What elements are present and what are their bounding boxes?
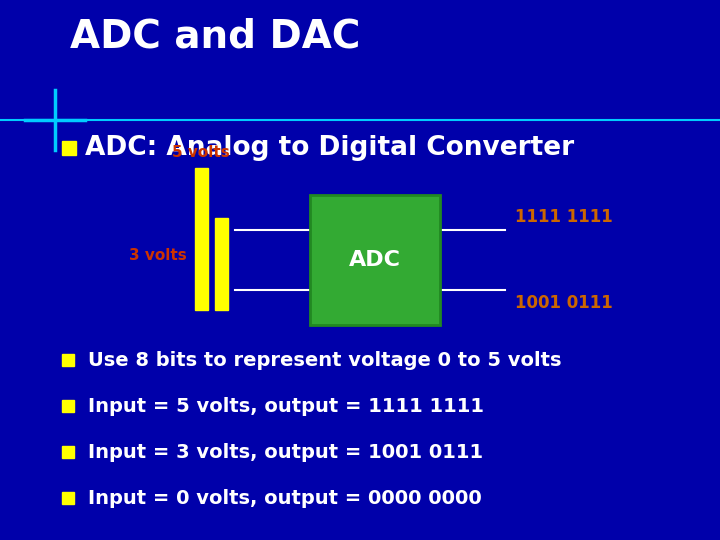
Text: ADC and DAC: ADC and DAC — [70, 18, 361, 56]
Text: Use 8 bits to represent voltage 0 to 5 volts: Use 8 bits to represent voltage 0 to 5 v… — [88, 350, 562, 369]
Bar — [62, 141, 76, 155]
Text: 5 volts: 5 volts — [172, 145, 230, 160]
Bar — [310, 195, 440, 325]
Text: 1111 1111: 1111 1111 — [515, 208, 613, 226]
Bar — [62, 354, 74, 366]
Text: Input = 3 volts, output = 1001 0111: Input = 3 volts, output = 1001 0111 — [88, 442, 483, 462]
Bar — [62, 400, 74, 412]
Text: Input = 0 volts, output = 0000 0000: Input = 0 volts, output = 0000 0000 — [88, 489, 482, 508]
Text: 1001 0111: 1001 0111 — [515, 294, 613, 312]
Text: ADC: ADC — [349, 250, 401, 270]
Text: ADC: Analog to Digital Converter: ADC: Analog to Digital Converter — [85, 135, 574, 161]
Text: 3 volts: 3 volts — [130, 247, 187, 262]
Bar — [62, 492, 74, 504]
Bar — [215, 218, 228, 310]
Text: Input = 5 volts, output = 1111 1111: Input = 5 volts, output = 1111 1111 — [88, 396, 484, 415]
Bar — [195, 168, 208, 310]
Bar — [62, 446, 74, 458]
